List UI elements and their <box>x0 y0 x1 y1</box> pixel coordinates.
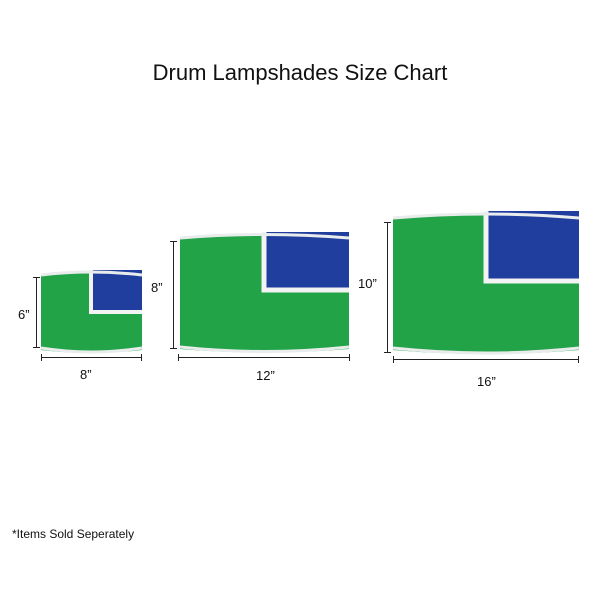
width-dimension-line <box>393 356 579 363</box>
height-label: 8” <box>151 280 163 295</box>
footnote: *Items Sold Seperately <box>12 527 135 541</box>
lampshade-small <box>41 270 142 354</box>
width-dimension-line <box>178 354 350 361</box>
lampshade-large <box>393 211 579 356</box>
height-dimension-line <box>33 277 40 348</box>
width-dimension-line <box>41 354 142 361</box>
lampshade-medium <box>180 232 349 354</box>
height-dimension-line <box>170 241 177 349</box>
width-label: 12” <box>256 368 275 383</box>
chart-title: Drum Lampshades Size Chart <box>152 60 448 85</box>
width-label: 16” <box>477 374 496 389</box>
height-label: 6” <box>18 307 30 322</box>
height-dimension-line <box>384 222 391 353</box>
width-label: 8” <box>80 367 92 382</box>
height-label: 10” <box>358 276 377 291</box>
